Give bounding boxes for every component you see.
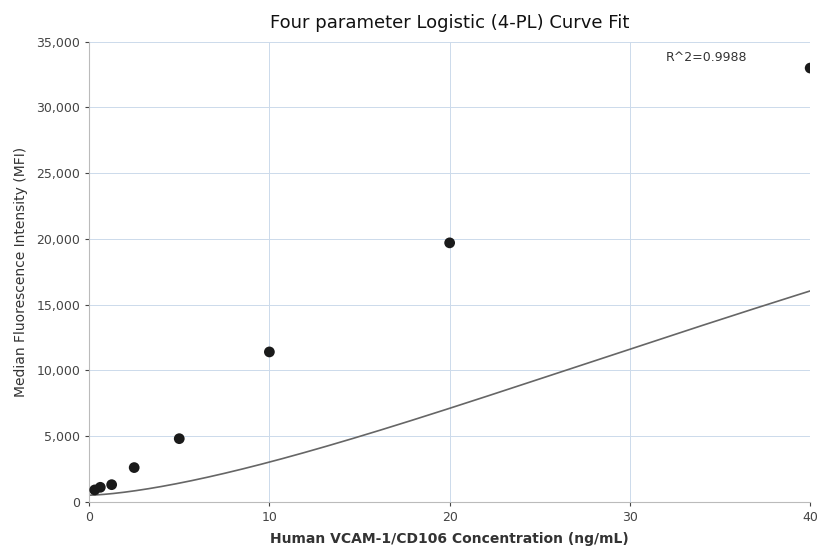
Point: [263, 347, 276, 356]
Point: [94, 483, 107, 492]
Point: [105, 480, 118, 489]
Point: [443, 239, 456, 248]
Point: [172, 434, 186, 443]
Point: [88, 486, 102, 494]
Text: R^2=0.9988: R^2=0.9988: [666, 51, 747, 64]
X-axis label: Human VCAM-1/CD106 Concentration (ng/mL): Human VCAM-1/CD106 Concentration (ng/mL): [270, 532, 629, 546]
Point: [804, 64, 817, 73]
Point: [127, 463, 141, 472]
Y-axis label: Median Fluorescence Intensity (MFI): Median Fluorescence Intensity (MFI): [14, 147, 28, 397]
Title: Four parameter Logistic (4-PL) Curve Fit: Four parameter Logistic (4-PL) Curve Fit: [270, 14, 629, 32]
